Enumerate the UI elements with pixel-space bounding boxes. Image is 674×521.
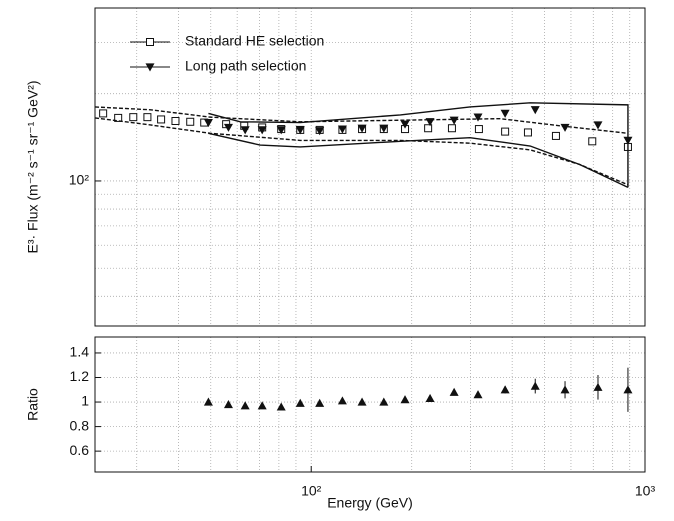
legend-label: Long path selection (185, 58, 306, 74)
x-tick-label: 10³ (635, 483, 656, 499)
marker (315, 398, 325, 407)
band-line (208, 132, 629, 189)
marker (530, 106, 540, 115)
marker (623, 385, 633, 394)
y-axis-label: E³· Flux (m⁻² s⁻¹ sr⁻¹ GeV²) (25, 80, 41, 253)
marker (424, 124, 433, 133)
marker (315, 127, 325, 136)
band-line (94, 117, 629, 186)
marker (449, 387, 459, 396)
marker (379, 397, 389, 406)
marker (523, 128, 532, 137)
marker (357, 397, 367, 406)
marker (474, 125, 483, 134)
marker (500, 385, 510, 394)
marker (276, 126, 286, 135)
marker (473, 390, 483, 399)
marker (530, 381, 540, 390)
legend-marker (146, 38, 154, 46)
marker (379, 124, 389, 133)
marker (276, 402, 286, 411)
marker (560, 123, 570, 132)
marker (357, 124, 367, 133)
band-line (94, 106, 629, 135)
y-tick-label: 10² (69, 172, 90, 188)
marker (99, 109, 108, 118)
marker (157, 115, 166, 124)
marker (143, 113, 152, 122)
legend-label: Standard HE selection (185, 33, 324, 49)
marker (588, 137, 597, 146)
marker (295, 398, 305, 407)
plot-frame (94, 336, 646, 473)
marker (129, 113, 138, 122)
marker (240, 126, 250, 135)
y-tick-label: 1 (81, 393, 89, 409)
marker (593, 382, 603, 391)
x-tick-label: 10² (301, 483, 322, 499)
band-line (208, 102, 629, 188)
marker (560, 385, 570, 394)
marker (203, 118, 213, 128)
y-tick-label: 0.8 (70, 417, 90, 433)
y-tick-label: 1.4 (70, 344, 90, 360)
y-tick-label: 0.6 (70, 442, 90, 458)
marker (171, 116, 180, 125)
marker (400, 395, 410, 404)
marker (501, 127, 510, 136)
marker (593, 121, 603, 130)
marker (337, 396, 347, 405)
plot-frame (94, 7, 646, 327)
marker (337, 125, 347, 134)
marker (186, 117, 195, 126)
marker (449, 116, 459, 125)
marker (447, 124, 456, 133)
marker (425, 393, 435, 402)
y-tick-label: 1.2 (70, 368, 90, 384)
legend-marker (145, 63, 155, 72)
marker (400, 120, 410, 129)
marker (295, 126, 305, 135)
marker (240, 401, 250, 410)
marker (223, 123, 233, 132)
marker (473, 113, 483, 122)
marker (500, 109, 510, 118)
marker (257, 401, 267, 410)
x-axis-label: Energy (GeV) (327, 495, 413, 511)
marker (223, 400, 233, 409)
marker (203, 397, 213, 406)
marker (114, 113, 123, 122)
marker (551, 131, 560, 140)
y-axis-label: Ratio (25, 388, 41, 421)
marker (257, 126, 267, 135)
